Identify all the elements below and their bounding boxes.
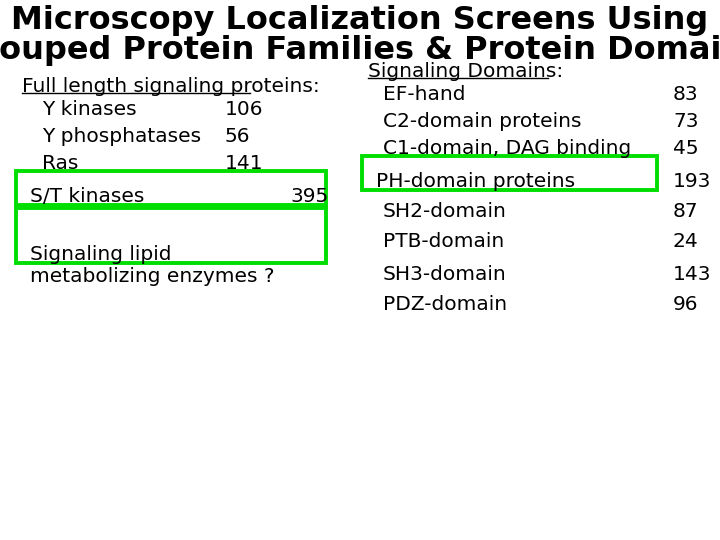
Text: 83: 83 <box>673 85 698 104</box>
Text: PTB-domain: PTB-domain <box>383 232 504 251</box>
Text: 143: 143 <box>673 265 711 284</box>
Text: PDZ-domain: PDZ-domain <box>383 295 507 314</box>
Text: PH-domain proteins: PH-domain proteins <box>376 172 575 191</box>
Text: SH2-domain: SH2-domain <box>383 202 507 221</box>
Text: Signaling lipid: Signaling lipid <box>30 245 171 264</box>
Text: Microscopy Localization Screens Using: Microscopy Localization Screens Using <box>12 5 708 36</box>
Text: 45: 45 <box>673 139 698 158</box>
Text: Grouped Protein Families & Protein Domains: Grouped Protein Families & Protein Domai… <box>0 35 720 66</box>
Text: S/T kinases: S/T kinases <box>30 187 145 206</box>
Text: 73: 73 <box>673 112 698 131</box>
Text: Y phosphatases: Y phosphatases <box>42 127 201 146</box>
FancyBboxPatch shape <box>362 156 657 190</box>
Text: Y kinases: Y kinases <box>42 100 137 119</box>
Text: SH3-domain: SH3-domain <box>383 265 507 284</box>
FancyBboxPatch shape <box>16 171 326 205</box>
Text: metabolizing enzymes ?: metabolizing enzymes ? <box>30 267 274 286</box>
Text: Signaling Domains:: Signaling Domains: <box>368 62 563 81</box>
Text: 87: 87 <box>673 202 698 221</box>
Text: 141: 141 <box>225 154 264 173</box>
Text: 193: 193 <box>673 172 711 191</box>
Text: C1-domain, DAG binding: C1-domain, DAG binding <box>383 139 631 158</box>
Text: 96: 96 <box>673 295 698 314</box>
Text: Ras: Ras <box>42 154 78 173</box>
Text: C2-domain proteins: C2-domain proteins <box>383 112 582 131</box>
Text: 56: 56 <box>225 127 251 146</box>
Text: 24: 24 <box>673 232 698 251</box>
Text: 395: 395 <box>290 187 328 206</box>
Text: Full length signaling proteins:: Full length signaling proteins: <box>22 77 320 96</box>
Text: 106: 106 <box>225 100 264 119</box>
Text: EF-hand: EF-hand <box>383 85 466 104</box>
FancyBboxPatch shape <box>16 208 326 263</box>
